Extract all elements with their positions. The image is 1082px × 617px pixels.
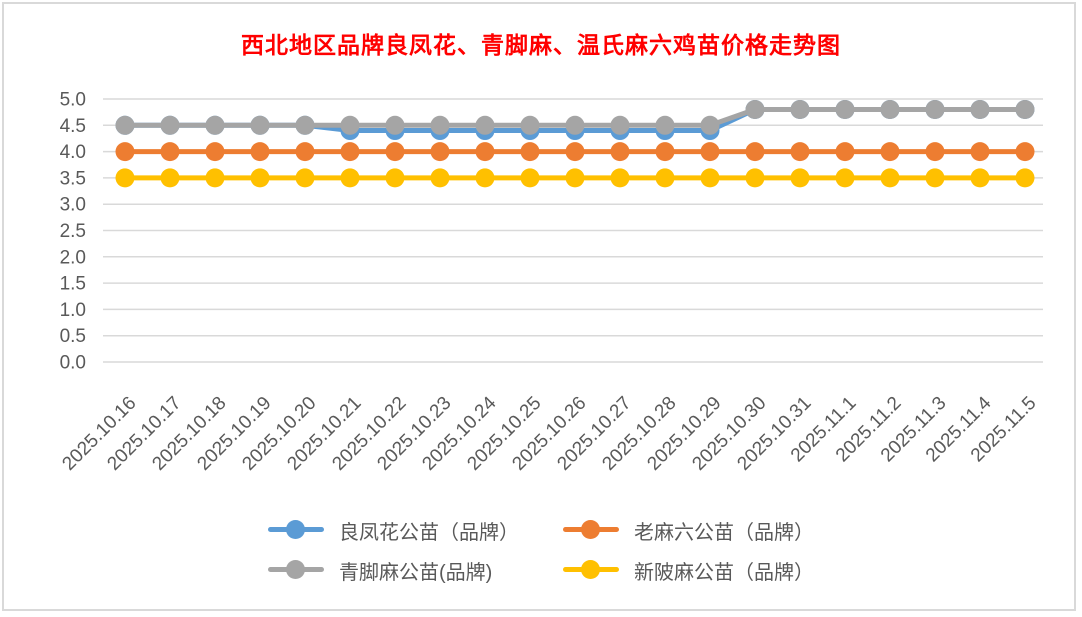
svg-text:2.5: 2.5: [60, 221, 86, 242]
svg-text:0.5: 0.5: [60, 326, 86, 347]
chart-title: 西北地区品牌良凤花、青脚麻、温氏麻六鸡苗价格走势图: [241, 32, 841, 59]
legend-item-3: 新陂麻公苗（品牌）: [563, 556, 814, 584]
svg-text:3.5: 3.5: [60, 168, 86, 189]
legend-item-label: 新陂麻公苗（品牌）: [634, 561, 814, 584]
series-line-3: [115, 168, 1035, 188]
legend-item-2: 青脚麻公苗(品牌): [268, 556, 563, 584]
legend-item-label: 青脚麻公苗(品牌): [339, 561, 493, 584]
legend-item-label: 良凤花公苗（品牌）: [339, 521, 519, 544]
legend-marker-icon: [268, 560, 324, 580]
series-line-2: [115, 100, 1035, 135]
svg-text:4.0: 4.0: [60, 142, 86, 163]
svg-text:1.5: 1.5: [60, 274, 86, 295]
svg-text:5.0: 5.0: [60, 90, 86, 111]
legend-marker-icon: [563, 560, 619, 580]
svg-text:0.0: 0.0: [60, 353, 86, 374]
svg-text:1.0: 1.0: [60, 300, 86, 321]
y-axis-labels: 0.0 0.5 1.0 1.5 2.0 2.5 3.0 3.5 4.0 4.5 5.0: [60, 90, 86, 374]
legend-item-label: 老麻六公苗（品牌）: [634, 521, 814, 544]
legend-marker-icon: [268, 520, 324, 540]
chart-legend: 良凤花公苗（品牌） 老麻六公苗（品牌） 青脚麻公苗(品牌) 新陂麻公苗（品牌）: [0, 516, 1082, 584]
svg-text:3.0: 3.0: [60, 195, 86, 216]
svg-text:4.5: 4.5: [60, 116, 86, 137]
series-line-1: [115, 142, 1035, 162]
legend-marker-icon: [563, 520, 619, 540]
x-axis-labels: 2025.10.162025.10.172025.10.182025.10.19…: [58, 392, 1040, 474]
svg-text:2.0: 2.0: [60, 247, 86, 268]
legend-item-0: 良凤花公苗（品牌）: [268, 516, 563, 544]
legend-item-1: 老麻六公苗（品牌）: [563, 516, 814, 544]
